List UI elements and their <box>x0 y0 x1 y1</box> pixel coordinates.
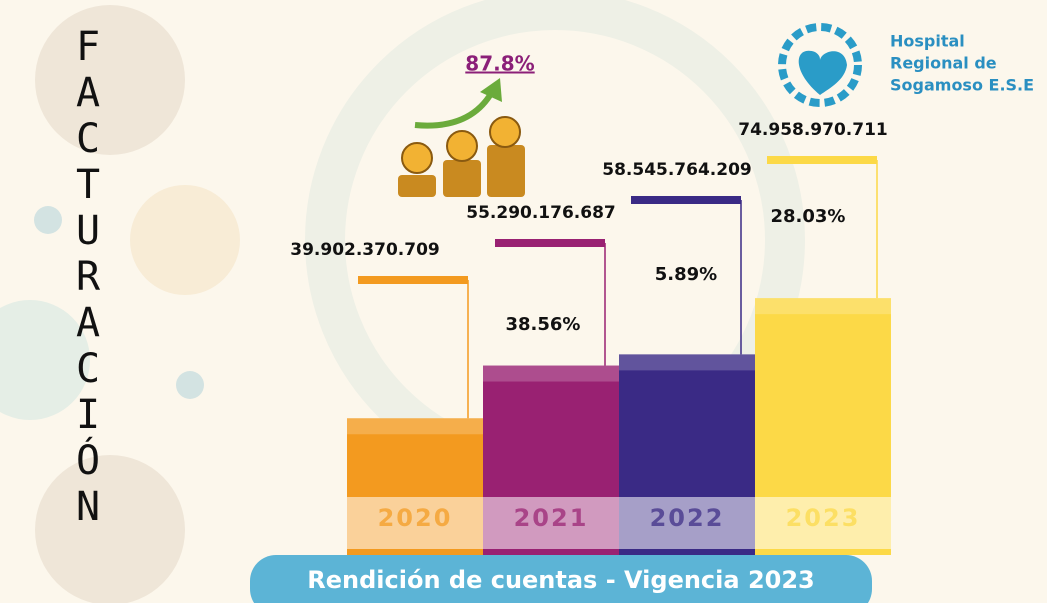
value-label: 39.902.370.709 <box>290 240 440 260</box>
value-label: 55.290.176.687 <box>466 203 616 223</box>
footer: Rendición de cuentas - Vigencia 2023 <box>307 566 814 594</box>
growth-label: 5.89% <box>655 264 717 285</box>
year-band <box>347 497 891 549</box>
growth-label: 28.03% <box>771 206 846 227</box>
bar-highlight <box>483 365 619 382</box>
logo-text: Hospital <box>890 32 965 51</box>
x-tick-label: 2022 <box>650 504 725 532</box>
value-label: 58.545.764.209 <box>602 160 752 180</box>
logo-icon <box>778 23 862 107</box>
logo-text: Sogamoso E.S.E <box>890 76 1034 95</box>
coins-icon <box>398 78 525 197</box>
growth-total: 87.8% <box>465 52 534 76</box>
value-label: 74.958.970.711 <box>738 120 888 140</box>
x-tick-label: 2021 <box>514 504 589 532</box>
footer-bar <box>250 555 872 603</box>
logo-text: Regional de <box>890 54 997 73</box>
bar-highlight <box>619 354 755 371</box>
vertical-title: FACTURACIÓN <box>75 24 101 530</box>
bar-highlight <box>755 298 891 315</box>
growth-label: 38.56% <box>506 314 581 335</box>
bar-highlight <box>347 418 483 435</box>
x-tick-label: 2023 <box>786 504 861 532</box>
x-tick-label: 2020 <box>378 504 453 532</box>
